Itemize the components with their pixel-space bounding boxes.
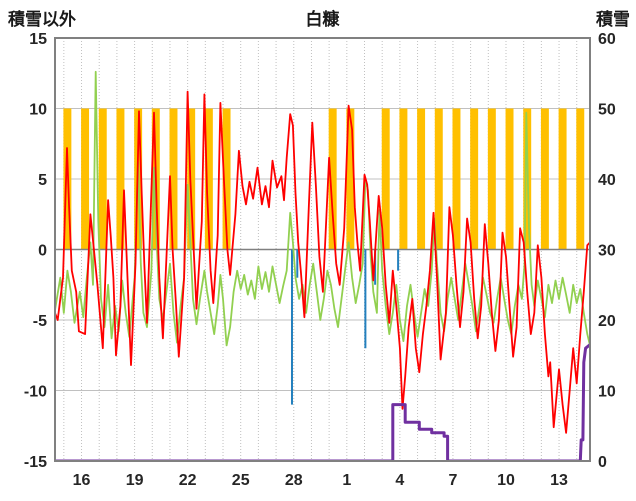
x-axis-tick-label: 4 (395, 472, 404, 489)
right-axis-tick-label: 20 (598, 313, 616, 330)
x-axis-tick-label: 28 (285, 472, 303, 489)
daily-sunshine-bars-bar (558, 108, 567, 250)
left-axis-tick-label: -10 (24, 384, 47, 401)
daily-sunshine-bars-bar (470, 108, 479, 250)
daily-sunshine-bars-bar (487, 108, 496, 250)
daily-sunshine-bars-bar (540, 108, 549, 250)
red-temperature-line (55, 90, 590, 434)
left-axis-tick-label: -15 (24, 454, 47, 471)
daily-sunshine-bars-bar (328, 108, 337, 250)
x-axis-tick-label: 16 (73, 472, 91, 489)
daily-sunshine-bars-bar (452, 108, 461, 250)
left-axis-tick-label: 5 (38, 172, 47, 189)
daily-sunshine-bars-bar (399, 108, 408, 250)
x-axis-tick-label: 22 (179, 472, 197, 489)
chart-title: 白糠 (305, 10, 340, 29)
right-axis-tick-label: 10 (598, 384, 616, 401)
left-axis-tick-label: 0 (38, 243, 47, 260)
right-axis-tick-label: 40 (598, 172, 616, 189)
right-axis-title: 積雪 (596, 10, 630, 29)
left-axis-tick-label: -5 (33, 313, 47, 330)
daily-sunshine-bars-bar (434, 108, 443, 250)
daily-sunshine-bars-bar (169, 108, 178, 250)
daily-sunshine-bars-bar (417, 108, 426, 250)
daily-sunshine-bars-bar (381, 108, 390, 250)
daily-sunshine-bars-bar (204, 108, 213, 250)
right-axis-tick-label: 50 (598, 102, 616, 119)
x-axis-tick-label: 13 (550, 472, 568, 489)
series-group (55, 70, 590, 461)
left-axis-title: 積雪以外 (8, 10, 76, 29)
right-axis-tick-label: 0 (598, 454, 607, 471)
daily-sunshine-bars-bar (346, 108, 355, 250)
right-axis-tick-label: 30 (598, 243, 616, 260)
x-axis-tick-label: 1 (342, 472, 351, 489)
x-axis-tick-label: 19 (126, 472, 144, 489)
daily-sunshine-bars-bar (505, 108, 514, 250)
plot-border (54, 37, 591, 462)
left-axis-tick-label: 10 (29, 102, 47, 119)
x-axis-tick-label: 10 (497, 472, 515, 489)
daily-sunshine-bars-bar (81, 108, 90, 250)
x-axis-tick-label: 7 (448, 472, 457, 489)
right-axis-tick-label: 60 (598, 31, 616, 48)
snow-depth-line (55, 343, 590, 461)
x-axis-tick-label: 25 (232, 472, 250, 489)
daily-sunshine-bars-bar (576, 108, 585, 250)
daily-sunshine-bars-bar (98, 108, 107, 250)
left-axis-tick-label: 15 (29, 31, 47, 48)
daily-sunshine-bars-bar (222, 108, 231, 250)
daily-sunshine-bars-bar (116, 108, 125, 250)
